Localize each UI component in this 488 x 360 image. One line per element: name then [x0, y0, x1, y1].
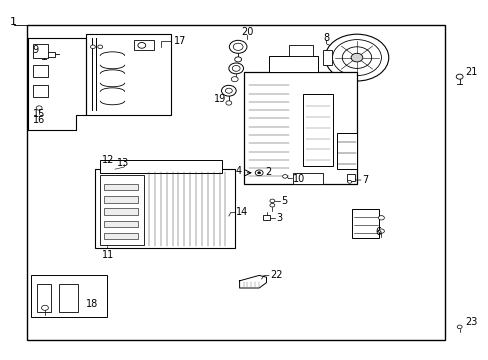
Bar [337, 133, 356, 169]
Text: 21: 21 [465, 67, 477, 77]
Bar [100, 160, 222, 173]
Bar [103, 221, 138, 227]
Bar [351, 209, 378, 238]
Circle shape [269, 203, 274, 207]
Bar [263, 215, 269, 220]
Circle shape [347, 180, 351, 183]
Text: 3: 3 [276, 213, 282, 223]
Bar [31, 275, 106, 317]
Text: 20: 20 [240, 27, 253, 37]
Text: 6: 6 [375, 227, 381, 237]
Text: 4: 4 [235, 166, 242, 176]
Bar [244, 72, 356, 184]
Text: 10: 10 [293, 174, 305, 184]
Circle shape [378, 216, 384, 220]
Text: 22: 22 [269, 270, 282, 280]
Bar [33, 44, 48, 58]
Bar [288, 45, 312, 56]
Bar [103, 196, 138, 203]
Text: 17: 17 [173, 36, 185, 46]
Circle shape [36, 106, 42, 110]
Bar [85, 34, 171, 115]
Circle shape [98, 45, 102, 49]
Bar [103, 184, 138, 190]
Text: 18: 18 [85, 299, 98, 309]
Bar [59, 284, 78, 312]
Bar [134, 40, 154, 50]
Circle shape [232, 66, 240, 71]
Circle shape [41, 305, 48, 310]
Text: 7: 7 [361, 175, 367, 185]
Circle shape [228, 63, 243, 74]
Circle shape [455, 74, 462, 79]
Circle shape [221, 85, 236, 96]
Bar [33, 65, 48, 77]
Circle shape [350, 53, 362, 62]
Bar [27, 25, 444, 340]
Bar [268, 56, 317, 72]
Bar [100, 175, 144, 245]
Text: 11: 11 [102, 250, 114, 260]
Circle shape [90, 45, 95, 49]
Text: 15: 15 [33, 109, 45, 120]
Text: 23: 23 [465, 317, 477, 327]
Bar [46, 52, 55, 57]
Text: 8: 8 [323, 33, 329, 43]
Circle shape [229, 40, 246, 53]
Text: 19: 19 [213, 94, 226, 104]
Bar [293, 173, 322, 184]
Circle shape [342, 47, 371, 68]
Circle shape [138, 42, 145, 48]
Text: 2: 2 [264, 167, 271, 177]
Circle shape [233, 43, 243, 50]
Circle shape [41, 51, 47, 55]
Text: 16: 16 [33, 114, 45, 125]
Circle shape [269, 199, 274, 203]
Bar [103, 208, 138, 215]
Circle shape [257, 172, 260, 174]
Circle shape [325, 34, 388, 81]
Circle shape [255, 170, 263, 176]
Bar [303, 94, 332, 166]
Text: 12: 12 [102, 155, 114, 165]
Circle shape [282, 175, 287, 178]
Text: 9: 9 [33, 45, 39, 55]
Bar [346, 174, 354, 181]
Circle shape [231, 77, 238, 82]
Bar [103, 233, 138, 239]
Circle shape [332, 40, 381, 76]
Text: 5: 5 [281, 196, 287, 206]
Bar [37, 284, 51, 312]
Bar [95, 169, 234, 248]
Circle shape [225, 88, 232, 93]
Text: 14: 14 [235, 207, 247, 217]
Circle shape [234, 57, 241, 62]
Circle shape [456, 325, 461, 329]
Circle shape [378, 229, 384, 233]
Text: 1: 1 [10, 17, 17, 27]
Bar [322, 50, 331, 65]
Circle shape [225, 101, 231, 105]
Text: 13: 13 [117, 158, 129, 168]
Bar [33, 85, 48, 97]
